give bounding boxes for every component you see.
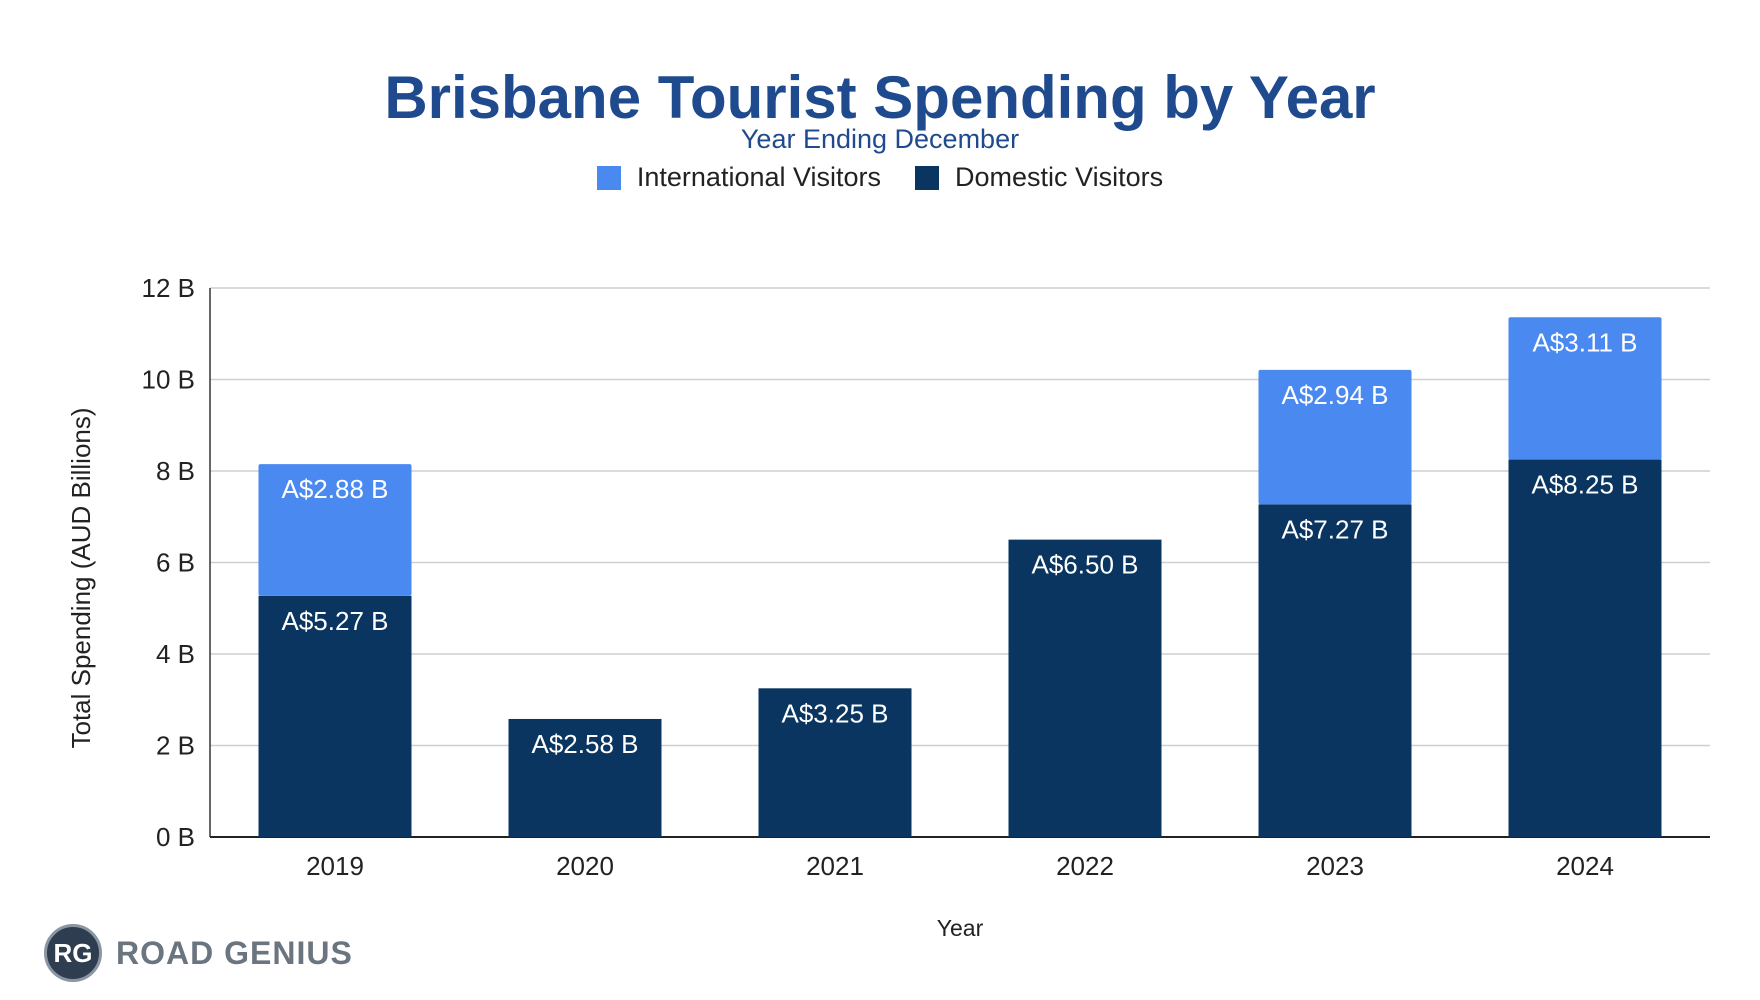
y-tick-label: 2 B xyxy=(156,731,195,761)
data-label-domestic: A$6.50 B xyxy=(1032,550,1139,580)
legend-swatch-domestic xyxy=(915,165,940,190)
x-tick-label: 2019 xyxy=(306,851,364,881)
x-axis-title: Year xyxy=(937,915,984,941)
legend-swatch-international xyxy=(596,165,621,190)
y-axis-title: Total Spending (AUD Billions) xyxy=(66,407,96,748)
x-tick-label: 2024 xyxy=(1556,851,1614,881)
legend: International Visitors Domestic Visitors xyxy=(0,162,1760,193)
x-tick-label: 2021 xyxy=(806,851,864,881)
chart-subtitle: Year Ending December xyxy=(740,124,1020,154)
data-label-international: A$3.11 B xyxy=(1532,327,1637,357)
bar-domestic xyxy=(758,688,912,837)
legend-item-domestic: Domestic Visitors xyxy=(915,162,1163,193)
x-tick-label: 2023 xyxy=(1306,851,1364,881)
bar-international xyxy=(1508,317,1662,460)
logo-badge-icon: RG xyxy=(44,924,102,982)
legend-item-international: International Visitors xyxy=(596,162,882,193)
y-tick-label: 8 B xyxy=(156,456,195,486)
logo-text: ROAD GENIUS xyxy=(116,934,353,971)
x-tick-label: 2020 xyxy=(556,851,614,881)
legend-label-domestic: Domestic Visitors xyxy=(955,162,1164,192)
chart-title: Brisbane Tourist Spending by Year xyxy=(384,64,1376,131)
y-tick-label: 12 B xyxy=(142,273,196,303)
x-tick-label: 2022 xyxy=(1056,851,1114,881)
bar-international xyxy=(1258,369,1412,505)
data-label-domestic: A$2.58 B xyxy=(532,729,639,759)
bar-domestic xyxy=(508,718,662,837)
legend-label-international: International Visitors xyxy=(636,162,882,192)
road-genius-logo: RG ROAD GENIUS xyxy=(44,924,353,982)
bar-domestic xyxy=(258,595,412,837)
y-tick-label: 6 B xyxy=(156,548,195,578)
y-tick-label: 10 B xyxy=(142,365,196,395)
data-label-domestic: A$3.25 B xyxy=(782,698,889,728)
data-label-international: A$2.88 B xyxy=(282,474,389,504)
data-label-domestic: A$5.27 B xyxy=(282,606,389,636)
data-label-domestic: A$7.27 B xyxy=(1282,514,1389,544)
data-label-international: A$2.94 B xyxy=(1282,380,1389,410)
y-tick-label: 0 B xyxy=(156,822,195,852)
bar-international xyxy=(258,464,412,596)
y-tick-label: 4 B xyxy=(156,639,195,669)
bar-domestic xyxy=(1258,504,1412,837)
data-label-domestic: A$8.25 B xyxy=(1532,470,1639,500)
bar-domestic xyxy=(1508,459,1662,837)
bar-domestic xyxy=(1008,539,1162,837)
